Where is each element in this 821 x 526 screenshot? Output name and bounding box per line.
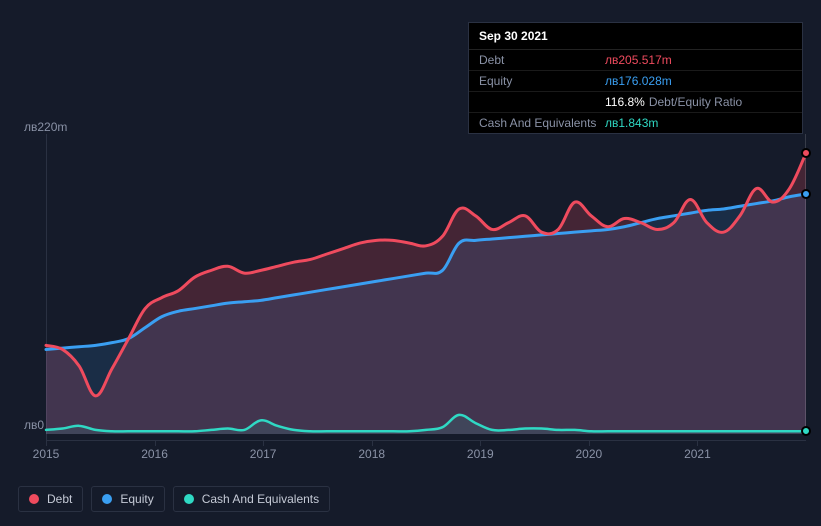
tooltip-row: 116.8% Debt/Equity Ratio: [469, 92, 802, 113]
x-tick-line: [263, 441, 264, 446]
tooltip-label: Cash And Equivalents: [479, 116, 605, 130]
x-tick-label: 2020: [575, 447, 602, 461]
tooltip-suffix: Debt/Equity Ratio: [649, 95, 742, 109]
x-axis: 2015201620172018201920202021: [46, 440, 806, 460]
y-axis-label-max: лв220m: [24, 120, 67, 134]
legend-swatch: [102, 494, 112, 504]
x-tick-line: [589, 441, 590, 446]
end-marker-equity: [801, 189, 811, 199]
legend-item-equity[interactable]: Equity: [91, 486, 164, 512]
x-tick-label: 2019: [467, 447, 494, 461]
legend-item-cash-and-equivalents[interactable]: Cash And Equivalents: [173, 486, 330, 512]
tooltip-value: 116.8%: [605, 95, 645, 109]
legend-swatch: [29, 494, 39, 504]
end-marker-debt: [801, 148, 811, 158]
legend-label: Cash And Equivalents: [202, 492, 319, 506]
x-tick-label: 2015: [33, 447, 60, 461]
legend-item-debt[interactable]: Debt: [18, 486, 83, 512]
legend-swatch: [184, 494, 194, 504]
tooltip-value: лв205.517m: [605, 53, 672, 67]
tooltip-value: лв176.028m: [605, 74, 672, 88]
legend-label: Debt: [47, 492, 72, 506]
tooltip-box: Sep 30 2021 Debtлв205.517mEquityлв176.02…: [468, 22, 803, 134]
tooltip-row: Equityлв176.028m: [469, 71, 802, 92]
tooltip-label: Debt: [479, 53, 605, 67]
plot-region[interactable]: [46, 134, 806, 434]
y-axis-label-min: лв0: [24, 418, 44, 432]
legend: Debt Equity Cash And Equivalents: [18, 486, 330, 512]
end-marker-cash-and-equivalents: [801, 426, 811, 436]
tooltip-value: лв1.843m: [605, 116, 658, 130]
tooltip-row: Cash And Equivalentsлв1.843m: [469, 113, 802, 133]
legend-label: Equity: [120, 492, 153, 506]
x-tick-line: [155, 441, 156, 446]
tooltip-label: Equity: [479, 74, 605, 88]
x-tick-label: 2018: [358, 447, 385, 461]
x-tick-label: 2017: [250, 447, 277, 461]
tooltip-label: [479, 95, 605, 109]
x-tick-label: 2016: [141, 447, 168, 461]
x-tick-line: [46, 441, 47, 446]
x-tick-line: [372, 441, 373, 446]
tooltip-row: Debtлв205.517m: [469, 50, 802, 71]
chart-area: лв220m лв0 2015 2016 2017 2018 2019 2020 2021: [0, 120, 821, 470]
x-tick-label: 2021: [684, 447, 711, 461]
x-tick-line: [697, 441, 698, 446]
cursor-line: [805, 134, 806, 434]
x-tick-line: [480, 441, 481, 446]
tooltip-date: Sep 30 2021: [469, 23, 802, 50]
